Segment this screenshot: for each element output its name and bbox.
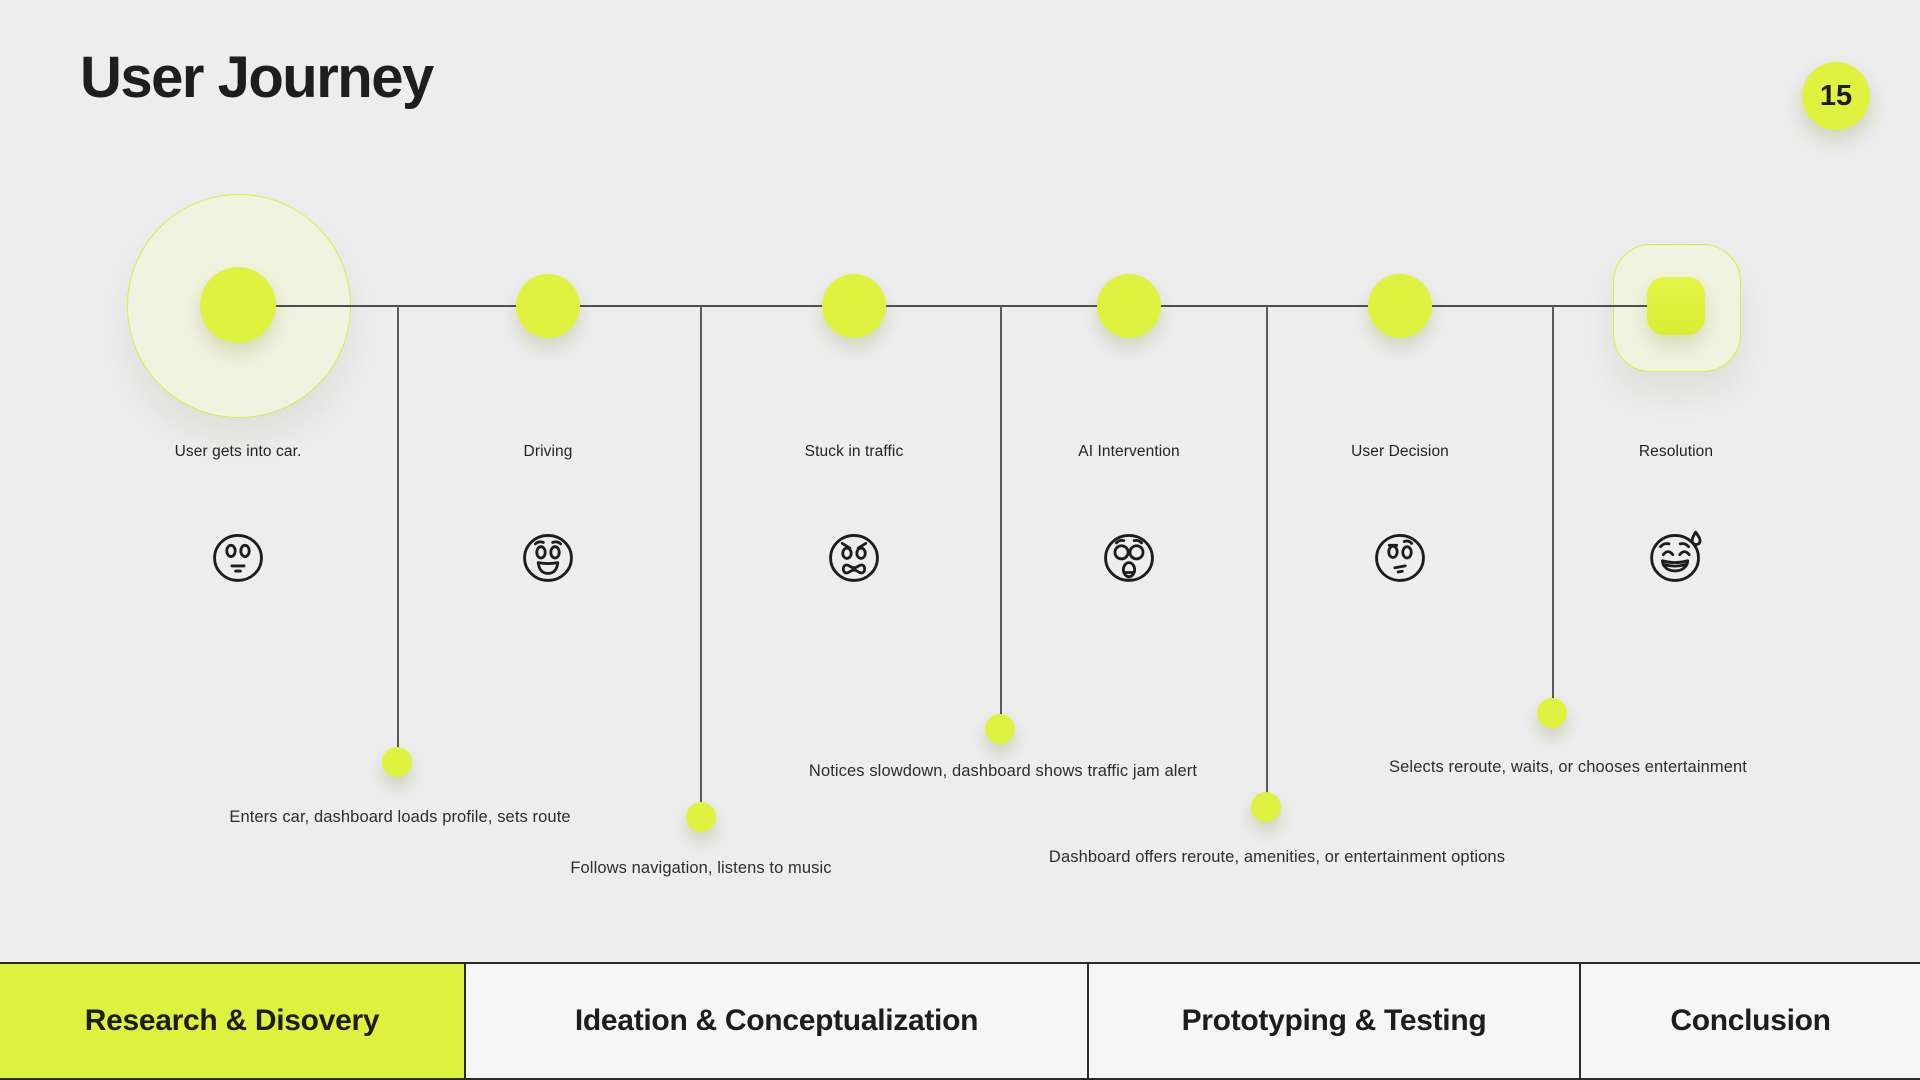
detail-dot: [985, 714, 1015, 744]
step-label: AI Intervention: [1078, 443, 1180, 460]
connector-line: [1266, 306, 1268, 807]
journey-node: [516, 274, 580, 338]
step-label: User gets into car.: [174, 443, 302, 460]
journey-node: [822, 274, 886, 338]
neutral-face-icon: [206, 527, 270, 587]
tab-conclusion[interactable]: Conclusion: [1581, 964, 1920, 1078]
step-label: Driving: [523, 443, 573, 460]
connector-line: [1000, 306, 1002, 729]
connector-line: [397, 306, 399, 762]
page-number: 15: [1819, 79, 1853, 112]
step-label: Resolution: [1638, 443, 1714, 460]
detail-text: Enters car, dashboard loads profile, set…: [229, 808, 571, 826]
journey-node-end: [1647, 277, 1705, 335]
section-tabbar: Research & Disovery Ideation & Conceptua…: [0, 962, 1920, 1080]
detail-text: Notices slowdown, dashboard shows traffi…: [808, 762, 1198, 780]
tab-ideation-conceptualization[interactable]: Ideation & Conceptualization: [466, 964, 1089, 1078]
page-number-badge: 15: [1802, 62, 1870, 130]
tab-prototyping-testing[interactable]: Prototyping & Testing: [1089, 964, 1581, 1078]
step-label: User Decision: [1351, 443, 1449, 460]
astonished-face-icon: [1097, 527, 1161, 587]
grinning-sweat-face-icon: [1644, 527, 1708, 587]
detail-dot: [382, 747, 412, 777]
detail-text: Follows navigation, listens to music: [570, 859, 832, 877]
journey-node-start: [200, 267, 276, 343]
detail-dot: [1537, 698, 1567, 728]
journey-node: [1368, 274, 1432, 338]
tab-research-discovery[interactable]: Research & Disovery: [0, 964, 466, 1078]
journey-node: [1097, 274, 1161, 338]
happy-face-icon: [516, 527, 580, 587]
detail-text: Dashboard offers reroute, amenities, or …: [1048, 848, 1506, 866]
detail-dot: [1251, 792, 1281, 822]
timeline-line: [238, 305, 1676, 307]
angry-face-icon: [822, 527, 886, 587]
detail-text: Selects reroute, waits, or chooses enter…: [1389, 758, 1747, 776]
step-label: Stuck in traffic: [804, 443, 904, 460]
page-title: User Journey: [80, 45, 434, 110]
raised-eyebrow-face-icon: [1368, 527, 1432, 587]
detail-dot: [686, 802, 716, 832]
connector-line: [700, 306, 702, 817]
connector-line: [1552, 306, 1554, 713]
